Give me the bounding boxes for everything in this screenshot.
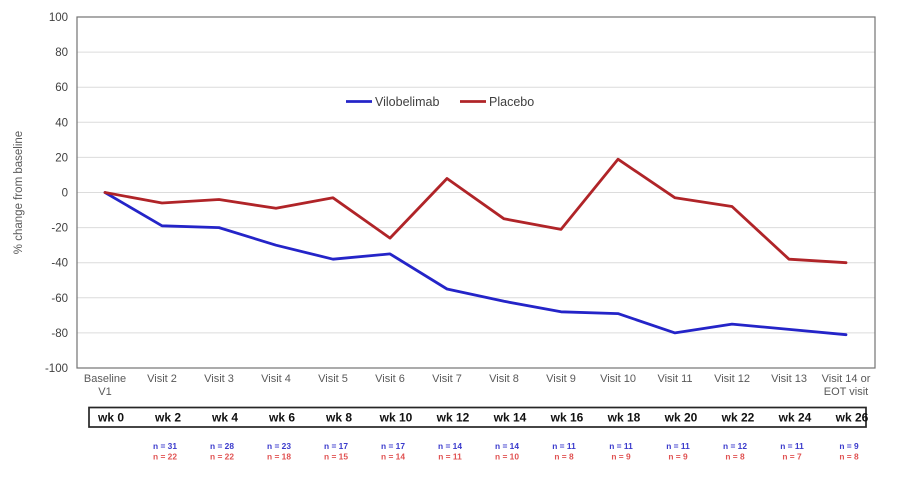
n-label-placebo: n = 10 bbox=[495, 452, 519, 462]
n-label-vilobelimab: n = 31 bbox=[153, 441, 177, 451]
week-label: wk 22 bbox=[721, 411, 755, 425]
visit-label: Visit 3 bbox=[204, 373, 234, 385]
n-label-placebo: n = 14 bbox=[381, 452, 405, 462]
visit-label: Visit 14 or EOT visit bbox=[822, 373, 871, 398]
n-label-vilobelimab: n = 9 bbox=[839, 441, 859, 451]
n-label-placebo: n = 9 bbox=[611, 452, 631, 462]
n-label-vilobelimab: n = 14 bbox=[495, 441, 519, 451]
y-tick-label: -20 bbox=[51, 223, 68, 235]
legend-label-vilobelimab: Vilobelimab bbox=[375, 95, 439, 109]
week-label: wk 14 bbox=[493, 411, 527, 425]
visit-label: Visit 6 bbox=[375, 373, 405, 385]
n-label-placebo: n = 11 bbox=[438, 452, 462, 462]
y-tick-label: 20 bbox=[55, 152, 68, 164]
n-label-placebo: n = 8 bbox=[725, 452, 745, 462]
visit-label: Baseline V1 bbox=[84, 373, 126, 398]
y-tick-label: 40 bbox=[55, 117, 68, 129]
visit-label: Visit 10 bbox=[600, 373, 636, 385]
visit-label: Visit 13 bbox=[771, 373, 807, 385]
n-label-vilobelimab: n = 11 bbox=[552, 441, 576, 451]
y-tick-label: 80 bbox=[55, 47, 68, 59]
y-tick-label: 100 bbox=[49, 12, 68, 24]
n-label-vilobelimab: n = 14 bbox=[438, 441, 462, 451]
n-label-placebo: n = 15 bbox=[324, 452, 348, 462]
legend-label-placebo: Placebo bbox=[489, 95, 534, 109]
n-label-placebo: n = 22 bbox=[210, 452, 234, 462]
y-tick-label: 60 bbox=[55, 82, 68, 94]
visit-label: Visit 2 bbox=[147, 373, 177, 385]
week-label: wk 16 bbox=[550, 411, 584, 425]
y-tick-label: -100 bbox=[45, 363, 68, 375]
week-label: wk 12 bbox=[436, 411, 470, 425]
series-line-placebo bbox=[103, 157, 848, 265]
week-label: wk 26 bbox=[835, 411, 869, 425]
y-tick-label: 0 bbox=[62, 188, 68, 200]
y-tick-label: -40 bbox=[51, 258, 68, 270]
n-label-vilobelimab: n = 28 bbox=[210, 441, 234, 451]
week-label: wk 20 bbox=[664, 411, 698, 425]
week-label: wk 4 bbox=[211, 411, 238, 425]
y-tick-label: -60 bbox=[51, 293, 68, 305]
visit-label: Visit 7 bbox=[432, 373, 462, 385]
visit-label: Visit 8 bbox=[489, 373, 519, 385]
visit-label: Visit 5 bbox=[318, 373, 348, 385]
n-label-vilobelimab: n = 11 bbox=[666, 441, 690, 451]
n-label-vilobelimab: n = 17 bbox=[324, 441, 348, 451]
n-label-vilobelimab: n = 12 bbox=[723, 441, 747, 451]
n-label-placebo: n = 7 bbox=[782, 452, 802, 462]
visit-label: Visit 11 bbox=[657, 373, 692, 385]
n-label-placebo: n = 18 bbox=[267, 452, 291, 462]
week-row-box bbox=[88, 406, 867, 428]
week-label: wk 10 bbox=[379, 411, 413, 425]
n-label-vilobelimab: n = 23 bbox=[267, 441, 291, 451]
week-label: wk 6 bbox=[268, 411, 295, 425]
visit-label: Visit 12 bbox=[714, 373, 750, 385]
y-tick-label: -80 bbox=[51, 328, 68, 340]
n-label-vilobelimab: n = 17 bbox=[381, 441, 405, 451]
week-label: wk 2 bbox=[154, 411, 181, 425]
n-label-placebo: n = 22 bbox=[153, 452, 177, 462]
visit-label: Visit 4 bbox=[261, 373, 291, 385]
week-label: wk 18 bbox=[607, 411, 641, 425]
y-axis-title: % change from baseline bbox=[13, 131, 25, 254]
week-label: wk 8 bbox=[325, 411, 352, 425]
plot-border bbox=[76, 16, 876, 369]
visit-label: Visit 9 bbox=[546, 373, 576, 385]
n-label-vilobelimab: n = 11 bbox=[609, 441, 633, 451]
series-line-vilobelimab bbox=[103, 191, 848, 337]
n-label-placebo: n = 9 bbox=[668, 452, 688, 462]
week-label: wk 24 bbox=[778, 411, 812, 425]
n-label-vilobelimab: n = 11 bbox=[780, 441, 804, 451]
week-label: wk 0 bbox=[97, 411, 124, 425]
n-label-placebo: n = 8 bbox=[839, 452, 859, 462]
n-label-placebo: n = 8 bbox=[554, 452, 574, 462]
